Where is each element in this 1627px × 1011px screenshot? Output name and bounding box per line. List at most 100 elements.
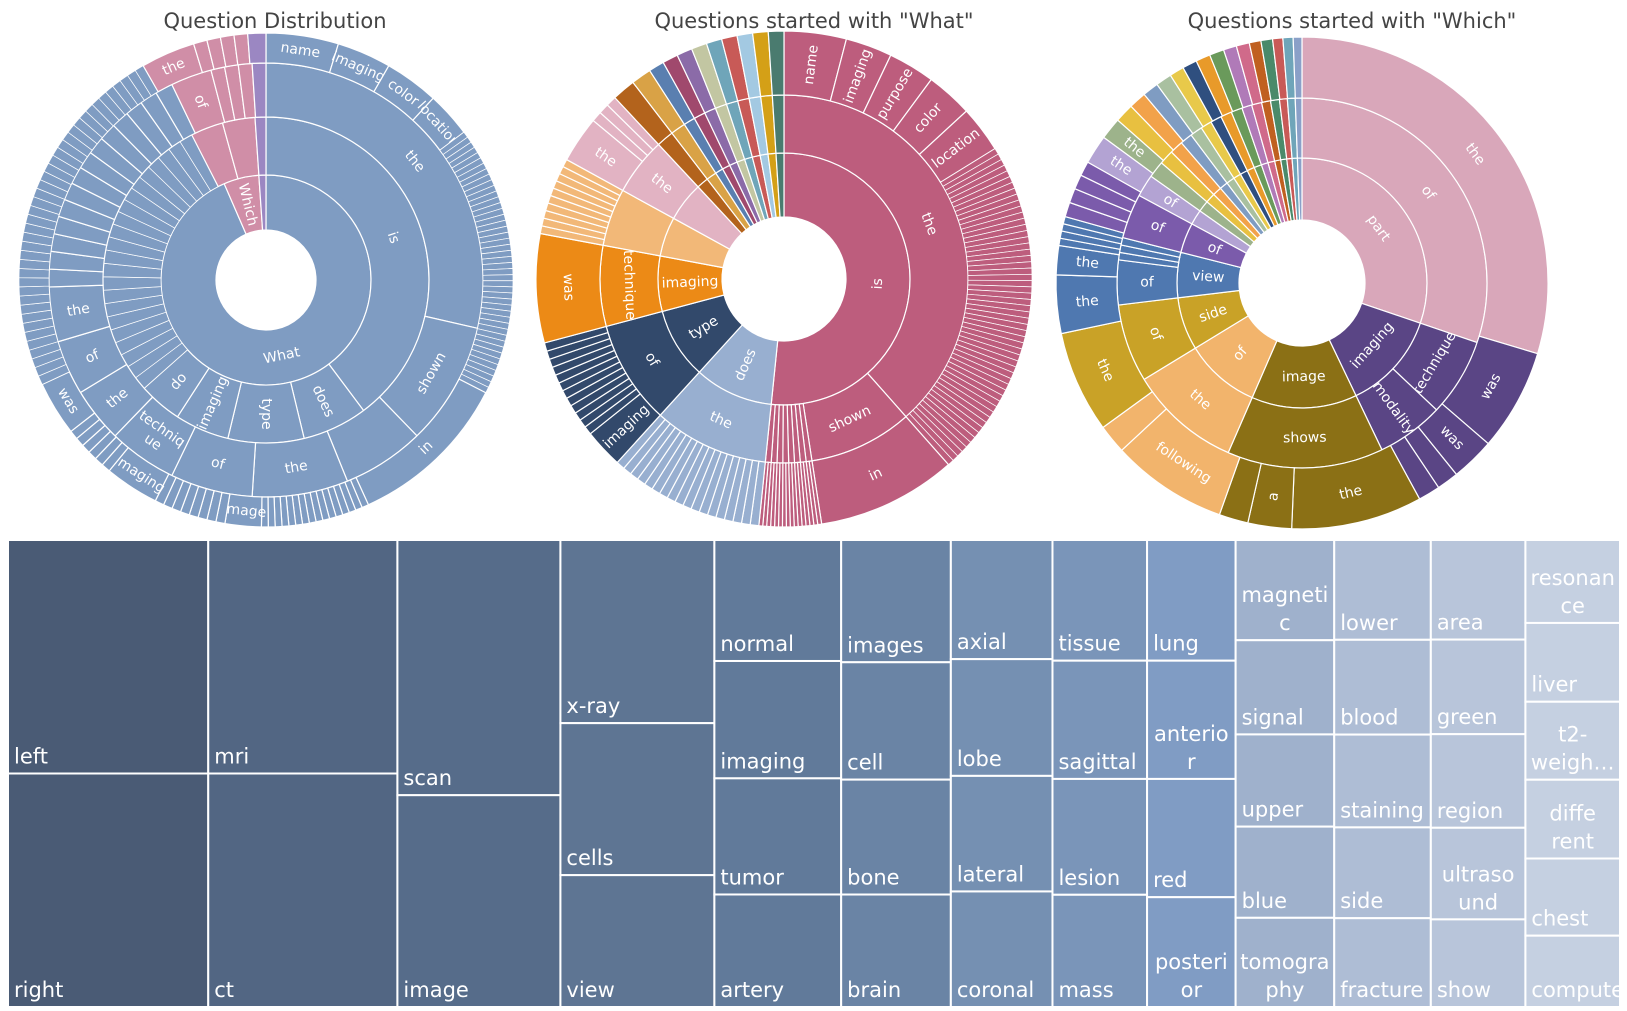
treemap-label: anterio r bbox=[1154, 722, 1229, 774]
sunburst-segment bbox=[1301, 36, 1549, 355]
sunburst-label: a bbox=[1265, 491, 1282, 502]
treemap-label: side bbox=[1340, 889, 1383, 913]
treemap-cell bbox=[713, 659, 843, 780]
sunburst-label: the bbox=[1075, 254, 1099, 272]
sunburst-segment bbox=[18, 285, 50, 297]
treemap-label: red bbox=[1153, 868, 1187, 892]
sunburst-label: the bbox=[1338, 483, 1364, 504]
treemap-label: fracture bbox=[1340, 978, 1423, 1002]
treemap-cell bbox=[559, 874, 716, 1008]
sunburst-label: shows bbox=[1283, 430, 1327, 447]
treemap-cell bbox=[840, 893, 952, 1009]
sunburst-what-questions: isdoestypeimagingtheshowntheoftechniquet… bbox=[535, 30, 1033, 528]
sunburst-label: the bbox=[66, 301, 91, 320]
sunburst-label: in bbox=[867, 465, 885, 485]
sunburst-label: is bbox=[870, 278, 887, 290]
treemap-label: liver bbox=[1531, 673, 1577, 697]
treemap-label: tissue bbox=[1058, 632, 1120, 656]
sunburst-label: What bbox=[262, 344, 302, 367]
sunburst-segment bbox=[482, 268, 514, 276]
treemap-cell bbox=[713, 893, 843, 1008]
treemap-label: mri bbox=[214, 745, 249, 769]
treemap-cell bbox=[713, 777, 843, 896]
treemap-cell bbox=[396, 539, 562, 797]
treemap-label: bone bbox=[847, 866, 899, 890]
sunburst-label: name bbox=[801, 44, 822, 85]
treemap-label: lower bbox=[1340, 611, 1398, 635]
treemap-cell bbox=[949, 658, 1054, 777]
sunburst-2-title: Questions started with "What" bbox=[654, 9, 973, 33]
treemap-cell bbox=[7, 539, 210, 775]
treemap-label: chest bbox=[1531, 907, 1588, 931]
treemap-cell bbox=[840, 661, 952, 781]
sunburst-label: of bbox=[1146, 325, 1166, 344]
treemap-cell bbox=[1051, 659, 1149, 780]
sunburst-segment bbox=[18, 277, 50, 288]
treemap-cell bbox=[1333, 917, 1432, 1009]
sunburst-label: imaging bbox=[661, 274, 718, 292]
treemap-cell bbox=[1333, 539, 1432, 641]
treemap-cell bbox=[1429, 539, 1527, 641]
treemap-label: computed bbox=[1531, 978, 1627, 1002]
treemap-label: show bbox=[1437, 978, 1491, 1002]
sunburst-label: of bbox=[1140, 275, 1155, 291]
treemap-label: lateral bbox=[957, 862, 1024, 886]
treemap-label: region bbox=[1437, 799, 1503, 823]
treemap-label: cells bbox=[566, 846, 613, 870]
sunburst-1-title: Question Distribution bbox=[163, 9, 386, 33]
treemap-cell bbox=[840, 778, 952, 896]
treemap-label: t2-weigh… bbox=[1531, 723, 1615, 775]
sunburst-segment bbox=[967, 273, 1033, 281]
treemap-cell bbox=[1429, 826, 1527, 921]
treemap-cell bbox=[949, 774, 1054, 893]
treemap-label: artery bbox=[720, 978, 784, 1002]
treemap-cell bbox=[207, 772, 399, 1008]
sunburst-label: type bbox=[258, 398, 274, 429]
sunburst-which-questions: partimagingimageofsideviewofoftechniquem… bbox=[1055, 36, 1549, 530]
treemap-label: lung bbox=[1153, 632, 1199, 656]
sunburst-label: name bbox=[280, 40, 322, 62]
treemap-cell bbox=[1333, 733, 1432, 829]
treemap-cell bbox=[949, 890, 1054, 1009]
treemap-label: mass bbox=[1058, 978, 1113, 1002]
treemap-label: magneti c bbox=[1241, 583, 1328, 635]
sunburst-3-title: Questions started with "Which" bbox=[1188, 9, 1517, 33]
treemap-label: lobe bbox=[957, 747, 1002, 771]
treemap-cell bbox=[1051, 893, 1149, 1009]
sunburst-segment bbox=[767, 30, 785, 97]
sunburst-question-distribution: WhatWhichisdoestypeimagingdotheshowntheo… bbox=[18, 32, 514, 528]
treemap-word-frequency: left right mri ct scan image x-ray cells view nor… bbox=[7, 539, 1627, 1009]
treemap-label: staining bbox=[1340, 798, 1424, 822]
treemap-cell bbox=[396, 794, 562, 1009]
treemap-label: blue bbox=[1242, 889, 1287, 913]
treemap-cell bbox=[207, 539, 399, 775]
treemap-label: lesion bbox=[1058, 866, 1120, 890]
sunburst-label: image bbox=[1282, 369, 1326, 386]
treemap-cell bbox=[713, 539, 843, 662]
sunburst-segment bbox=[267, 496, 276, 528]
treemap-label: signal bbox=[1242, 705, 1304, 729]
sunburst-segment bbox=[482, 274, 514, 282]
treemap-label: brain bbox=[847, 978, 901, 1002]
treemap-label: normal bbox=[720, 632, 794, 656]
treemap-label: ct bbox=[214, 978, 234, 1002]
treemap-label: green bbox=[1437, 705, 1498, 729]
treemap-cell bbox=[1146, 896, 1237, 1009]
sunburst-label: view bbox=[1192, 268, 1225, 286]
treemap-label: blood bbox=[1340, 706, 1398, 730]
sunburst-label: image bbox=[222, 501, 267, 521]
treemap-label: view bbox=[566, 978, 614, 1002]
treemap-cell bbox=[1524, 778, 1621, 860]
sunburst-segment bbox=[1292, 36, 1303, 99]
treemap-label: image bbox=[403, 978, 468, 1002]
treemap-cell bbox=[7, 772, 210, 1008]
treemap-label: imaging bbox=[720, 749, 805, 773]
treemap-label: sagittal bbox=[1058, 750, 1136, 774]
sunburst-label: was bbox=[560, 273, 577, 301]
treemap-label: coronal bbox=[957, 978, 1034, 1002]
treemap-cell bbox=[1234, 825, 1336, 919]
sunburst-label: of bbox=[209, 454, 227, 473]
treemap-label: right bbox=[14, 978, 63, 1002]
treemap-label: axial bbox=[957, 630, 1007, 654]
